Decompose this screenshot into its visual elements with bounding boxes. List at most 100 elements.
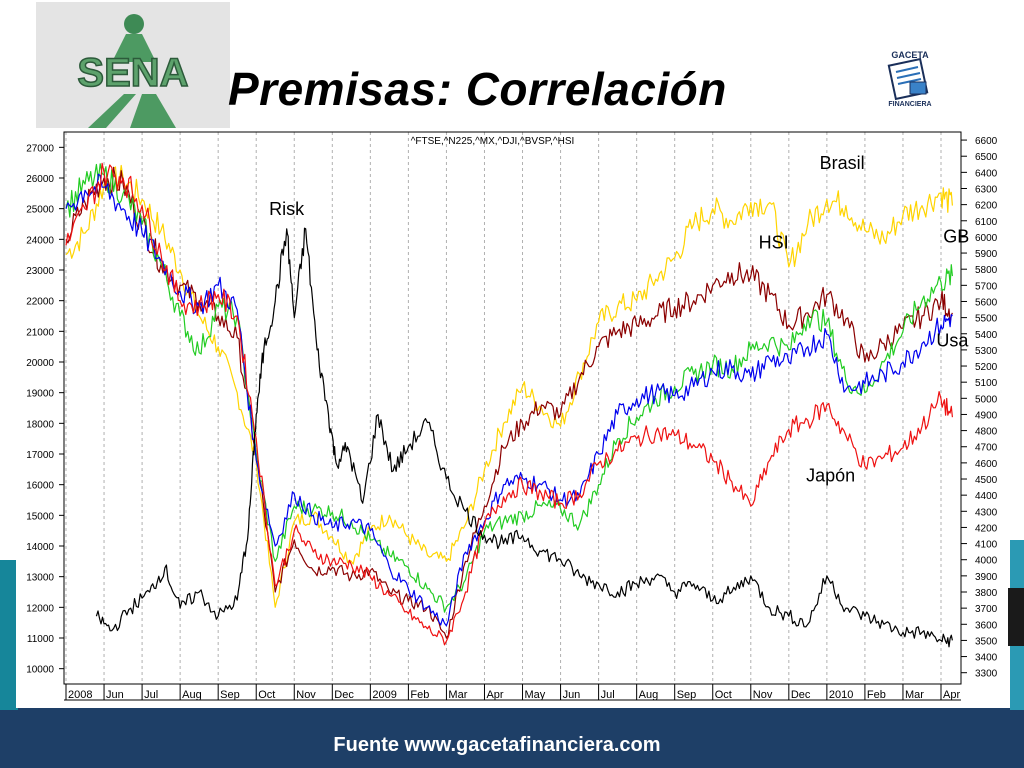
right-y-tick-label: 6300	[975, 184, 998, 195]
right-y-tick-label: 3400	[975, 653, 998, 664]
x-tick-label: Feb	[867, 689, 886, 701]
right-y-tick-label: 3600	[975, 620, 998, 631]
x-tick-label: Jul	[601, 689, 615, 701]
right-y-tick-label: 6100	[975, 217, 998, 228]
x-tick-label: Apr	[943, 689, 960, 701]
gaceta-logo-bottom: FINANCIERA	[888, 101, 931, 108]
gaceta-financiera-logo: GACETA FINANCIERA	[880, 48, 940, 110]
source-footer: Fuente www.gacetafinanciera.com	[0, 734, 1024, 757]
left-y-tick-label: 12000	[26, 603, 54, 614]
left-y-tick-label: 27000	[26, 143, 54, 154]
correlation-chart-panel: 2008 Jun Jul Aug Sep Oct Nov Dec 2009 Feb Mar Apr Ma…	[16, 128, 1008, 708]
plot-frame	[63, 131, 962, 685]
x-tick-label: Oct	[715, 689, 732, 701]
right-y-tick-label: 6200	[975, 201, 998, 212]
x-tick-label: Sep	[220, 689, 240, 701]
right-y-tick-label: 5200	[975, 362, 998, 373]
series-line-gb	[65, 163, 953, 613]
series-line-japon	[65, 162, 953, 646]
x-tick-label: Jun	[563, 689, 581, 701]
right-y-tick-label: 4800	[975, 427, 998, 438]
x-tick-label: Nov	[753, 689, 773, 701]
right-y-tick-label: 3300	[975, 669, 998, 680]
right-y-tick-label: 4600	[975, 459, 998, 470]
right-y-tick-label: 4100	[975, 540, 998, 551]
right-y-tick-label: 6600	[975, 136, 998, 147]
x-tick-label: Sep	[677, 689, 697, 701]
left-decoration	[0, 560, 18, 710]
x-tick-label: Oct	[258, 689, 275, 701]
right-y-tick-label: 5400	[975, 330, 998, 341]
left-y-tick-label: 11000	[27, 634, 55, 645]
annotation-gb: GB	[943, 226, 969, 246]
slide-title: Premisas: Correlación	[228, 63, 727, 115]
x-tick-label: Nov	[296, 689, 316, 701]
left-y-tick-label: 23000	[26, 266, 54, 277]
left-y-tick-label: 20000	[26, 358, 54, 369]
x-tick-label: May	[525, 689, 546, 701]
right-y-tick-label: 5700	[975, 281, 998, 292]
right-y-tick-label: 6400	[975, 168, 998, 179]
annotation-brasil: Brasil	[820, 153, 865, 173]
left-y-tick-label: 13000	[26, 573, 54, 584]
gaceta-logo-top: GACETA	[891, 50, 929, 60]
x-tick-label: Feb	[410, 689, 429, 701]
right-y-tick-label: 4400	[975, 491, 998, 502]
right-y-tick-label: 6500	[975, 152, 998, 163]
series-line-hsi	[65, 166, 953, 639]
left-y-tick-label: 25000	[26, 205, 54, 216]
right-y-tick-label: 3700	[975, 604, 998, 615]
right-y-tick-label: 6000	[975, 233, 998, 244]
right-y-tick-label: 5000	[975, 394, 998, 405]
x-tick-label: 2008	[68, 689, 92, 701]
x-tick-label: Aug	[182, 689, 202, 701]
left-y-tick-label: 16000	[26, 481, 54, 492]
right-y-tick-label: 4300	[975, 507, 998, 518]
annotation-risk: Risk	[269, 199, 305, 219]
left-y-tick-label: 14000	[26, 542, 54, 553]
right-y-tick-label: 5600	[975, 297, 998, 308]
left-y-tick-label: 24000	[26, 235, 54, 246]
x-tick-label: Jul	[144, 689, 158, 701]
left-y-tick-label: 21000	[26, 327, 54, 338]
correlation-chart: 2008 Jun Jul Aug Sep Oct Nov Dec 2009 Feb Mar Apr Ma…	[26, 131, 998, 701]
x-tick-label: Aug	[639, 689, 659, 701]
right-y-tick-label: 4200	[975, 523, 998, 534]
right-y-tick-label: 3800	[975, 588, 998, 599]
annotation-hsi: HSI	[759, 233, 789, 253]
right-y-tick-label: 4000	[975, 556, 998, 567]
left-y-tick-label: 18000	[26, 419, 54, 430]
x-tick-label: Mar	[905, 689, 924, 701]
x-tick-label: Dec	[334, 689, 354, 701]
right-y-tick-label: 5300	[975, 346, 998, 357]
right-y-tick-label: 3500	[975, 636, 998, 647]
series-line-brasil	[65, 164, 953, 608]
right-y-tick-label: 5900	[975, 249, 998, 260]
annotation-japon: Japón	[806, 466, 855, 486]
logo-text: SENA	[77, 51, 188, 95]
right-y-tick-label: 5500	[975, 314, 998, 325]
source-text: Fuente www.gacetafinanciera.com	[333, 734, 661, 756]
left-y-tick-label: 19000	[26, 389, 54, 400]
series-line-risk	[95, 227, 953, 648]
right-y-tick-label: 4500	[975, 475, 998, 486]
footer-band	[0, 708, 1024, 768]
x-tick-label: Apr	[486, 689, 503, 701]
left-y-tick-label: 10000	[26, 665, 54, 676]
left-y-tick-label: 22000	[26, 297, 54, 308]
x-tick-label: 2010	[829, 689, 853, 701]
right-y-tick-label: 4900	[975, 410, 998, 421]
series-line-usa	[65, 173, 953, 627]
left-y-tick-label: 15000	[26, 511, 54, 522]
right-dark-decoration	[1008, 588, 1024, 646]
left-y-tick-label: 17000	[26, 450, 54, 461]
right-y-tick-label: 5100	[975, 378, 998, 389]
x-tick-label: 2009	[372, 689, 396, 701]
right-y-tick-label: 4700	[975, 443, 998, 454]
chart-title: ^FTSE,^N225,^MX,^DJI,^BVSP,^HSI	[411, 136, 575, 147]
right-y-tick-label: 3900	[975, 572, 998, 583]
left-y-tick-label: 26000	[26, 174, 54, 185]
right-y-tick-label: 5800	[975, 265, 998, 276]
x-tick-label: Dec	[791, 689, 811, 701]
annotation-usa: Usa	[936, 331, 969, 351]
